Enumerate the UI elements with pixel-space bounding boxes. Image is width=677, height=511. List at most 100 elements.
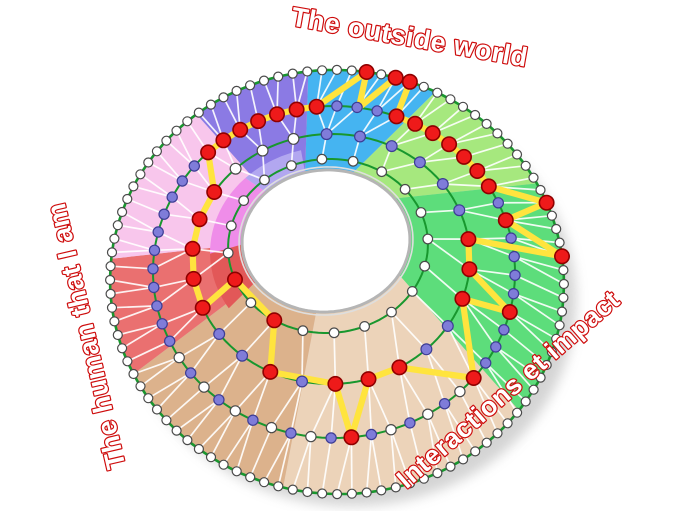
ring-node[interactable] xyxy=(256,144,269,157)
ring-node[interactable] xyxy=(558,278,570,290)
ring-node[interactable] xyxy=(390,482,401,493)
path-node-red[interactable] xyxy=(358,64,375,81)
ring-node[interactable] xyxy=(148,244,161,256)
ring-node[interactable] xyxy=(441,320,454,333)
path-node-red[interactable] xyxy=(308,98,325,115)
ring-node[interactable] xyxy=(218,92,229,103)
ring-node[interactable] xyxy=(287,132,300,145)
path-node-red[interactable] xyxy=(441,136,458,153)
ring-node[interactable] xyxy=(346,65,357,76)
ring-node[interactable] xyxy=(492,128,503,139)
path-node-red[interactable] xyxy=(424,125,441,142)
ring-node[interactable] xyxy=(502,418,513,429)
ring-node[interactable] xyxy=(331,100,343,112)
ring-node[interactable] xyxy=(161,415,172,426)
ring-node[interactable] xyxy=(554,237,565,248)
ring-node[interactable] xyxy=(413,156,426,169)
ring-node[interactable] xyxy=(151,146,162,157)
path-node-red[interactable] xyxy=(191,211,208,228)
ring-node[interactable] xyxy=(332,489,343,500)
ring-node[interactable] xyxy=(105,288,116,299)
ring-node[interactable] xyxy=(457,101,469,112)
ring-node[interactable] xyxy=(163,335,176,347)
ring-node[interactable] xyxy=(188,160,200,172)
ring-node[interactable] xyxy=(511,149,523,160)
ring-node[interactable] xyxy=(346,488,357,499)
ring-node[interactable] xyxy=(498,324,510,336)
ring-node[interactable] xyxy=(245,472,256,483)
path-node-red[interactable] xyxy=(268,106,285,123)
ring-node[interactable] xyxy=(551,223,562,235)
path-node-red[interactable] xyxy=(460,231,477,248)
ring-node[interactable] xyxy=(198,381,210,393)
ring-node[interactable] xyxy=(386,306,397,318)
ring-node[interactable] xyxy=(492,197,504,209)
ring-node[interactable] xyxy=(259,174,270,186)
ring-node[interactable] xyxy=(558,292,569,303)
ring-node[interactable] xyxy=(152,226,164,238)
ring-node[interactable] xyxy=(182,435,193,446)
path-node-red[interactable] xyxy=(185,270,202,287)
ring-node[interactable] xyxy=(302,66,313,77)
ring-node[interactable] xyxy=(222,247,234,259)
ring-node[interactable] xyxy=(520,160,531,171)
ring-node[interactable] xyxy=(535,184,546,196)
ring-node[interactable] xyxy=(361,487,372,498)
ring-node[interactable] xyxy=(213,394,225,406)
ring-node[interactable] xyxy=(151,300,163,312)
ring-node[interactable] xyxy=(122,356,133,367)
ring-node[interactable] xyxy=(376,485,387,496)
ring-node[interactable] xyxy=(105,261,116,272)
ring-node[interactable] xyxy=(511,407,523,418)
path-node-red[interactable] xyxy=(227,271,244,288)
path-node-red[interactable] xyxy=(327,375,344,392)
path-node-red[interactable] xyxy=(465,369,482,386)
ring-node[interactable] xyxy=(297,325,309,337)
path-node-red[interactable] xyxy=(391,359,408,376)
ring-node[interactable] xyxy=(359,321,371,332)
ring-node[interactable] xyxy=(470,109,481,121)
ring-node[interactable] xyxy=(166,191,178,203)
ring-node[interactable] xyxy=(404,417,416,429)
ring-node[interactable] xyxy=(143,393,154,404)
ring-node[interactable] xyxy=(116,343,128,354)
ring-node[interactable] xyxy=(328,327,340,339)
ring-node[interactable] xyxy=(245,297,257,309)
ring-node[interactable] xyxy=(470,446,481,457)
ring-node[interactable] xyxy=(171,425,182,436)
ring-node[interactable] xyxy=(546,210,558,221)
ring-node[interactable] xyxy=(247,414,259,426)
ring-node[interactable] xyxy=(415,207,427,218)
ring-node[interactable] xyxy=(135,381,146,392)
ring-node[interactable] xyxy=(422,233,434,245)
path-node-red[interactable] xyxy=(360,371,377,388)
path-node-red[interactable] xyxy=(266,312,283,329)
ring-node[interactable] xyxy=(480,357,492,369)
ring-node[interactable] xyxy=(454,385,466,398)
path-node-red[interactable] xyxy=(461,261,478,278)
ring-node[interactable] xyxy=(147,263,159,275)
ring-node[interactable] xyxy=(285,427,297,439)
ring-node[interactable] xyxy=(231,466,242,477)
ring-node[interactable] xyxy=(259,477,270,488)
path-node-red[interactable] xyxy=(480,178,497,195)
ring-node[interactable] xyxy=(331,64,342,76)
ring-node[interactable] xyxy=(193,443,204,455)
path-node-red[interactable] xyxy=(454,290,471,307)
path-node-red[interactable] xyxy=(262,363,279,380)
path-node-red[interactable] xyxy=(343,429,360,446)
path-node-red[interactable] xyxy=(455,148,472,165)
ring-node[interactable] xyxy=(432,468,443,479)
ring-node[interactable] xyxy=(438,398,451,410)
ring-node[interactable] xyxy=(508,250,520,263)
path-node-red[interactable] xyxy=(194,299,211,316)
path-node-red[interactable] xyxy=(497,212,514,229)
ring-node[interactable] xyxy=(507,288,520,300)
path-node-red[interactable] xyxy=(200,144,217,161)
path-node-red[interactable] xyxy=(387,69,404,86)
ring-node[interactable] xyxy=(541,359,552,371)
ring-node[interactable] xyxy=(305,430,317,443)
path-node-red[interactable] xyxy=(501,303,518,320)
ring-node[interactable] xyxy=(109,233,120,244)
ring-node[interactable] xyxy=(238,195,250,207)
